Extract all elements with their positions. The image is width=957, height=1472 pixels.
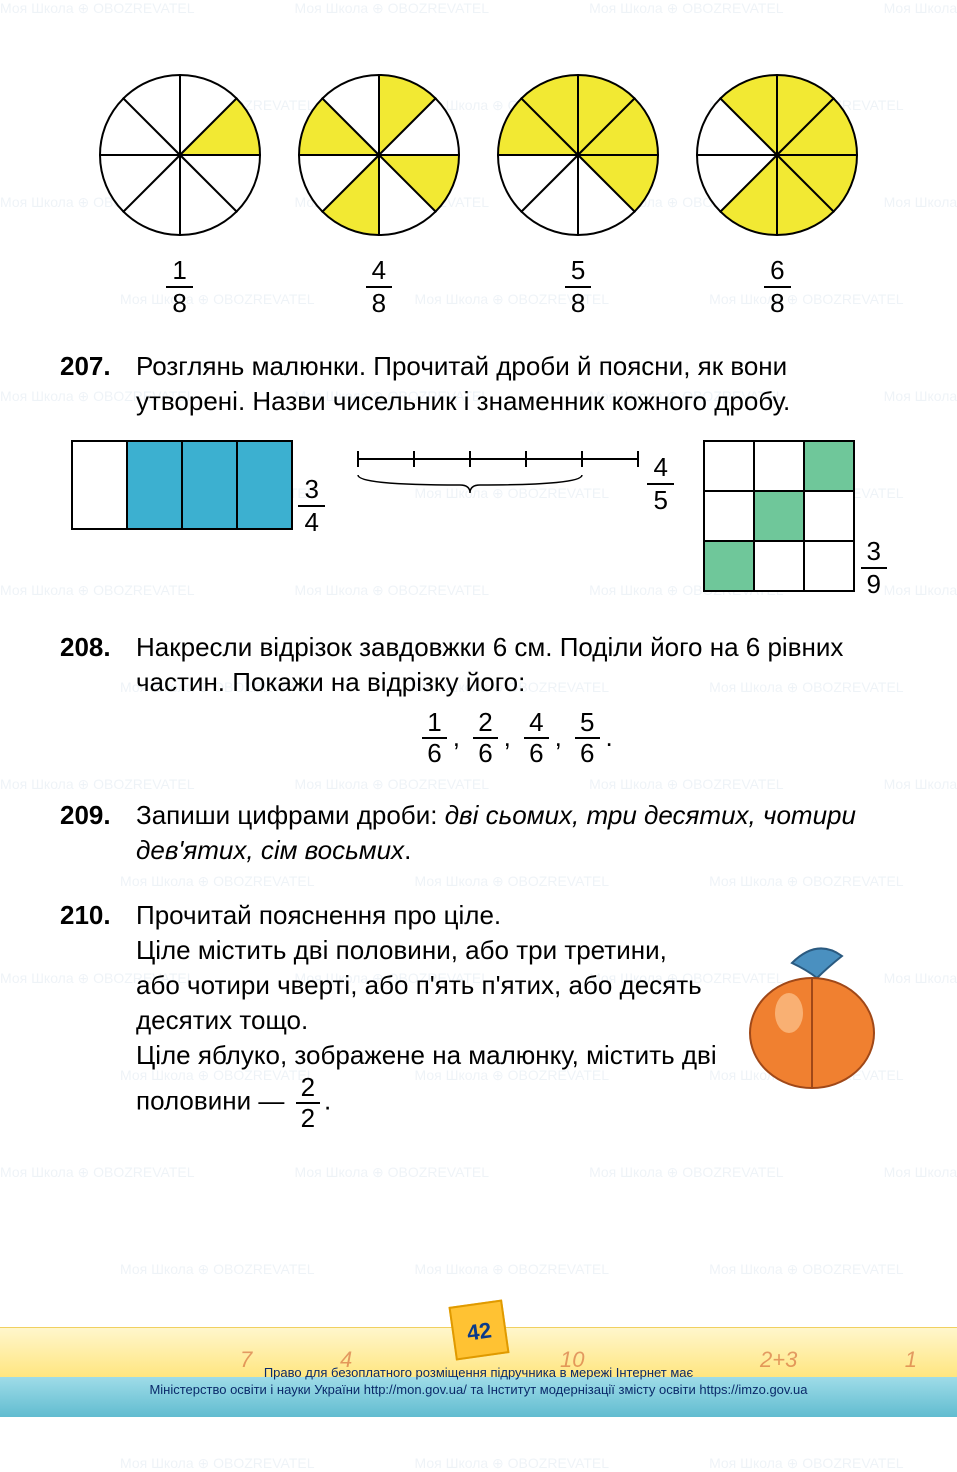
ex210-line2: Ціле містить дві половини, або три трети…: [136, 933, 717, 1038]
fraction-list: 16 , 26 , 46 , 56 .: [136, 708, 897, 767]
exercise-number: 208.: [60, 630, 136, 767]
segment-diagram: [353, 439, 643, 509]
fraction-label: 5 8: [565, 255, 591, 319]
exercise-body: Запиши цифрами дроби: дві сьомих, три де…: [136, 798, 897, 868]
ex207-bar-figure: 3 4: [70, 439, 325, 538]
exercise-207: 207. Розглянь малюнки. Прочитай дроби й …: [60, 349, 897, 419]
pie-chart: [95, 70, 265, 240]
fraction-label: 26: [473, 708, 497, 767]
footer-line2: Міністерство освіти і науки України http…: [0, 1382, 957, 1399]
pie-chart-item: 1 8: [80, 70, 279, 319]
pie-chart-item: 4 8: [279, 70, 478, 319]
ex207-grid-figure: 3 9: [702, 439, 887, 600]
pie-chart: [692, 70, 862, 240]
fraction-label: 4 8: [366, 255, 392, 319]
fraction-label: 3 9: [861, 536, 887, 600]
grid-diagram: [702, 439, 856, 593]
page-content: 1 8 4 8 5 8 6 8 207. Розглянь малюнки. П…: [0, 0, 957, 1132]
apple-illustration: [727, 928, 897, 1098]
footer-credit: Право для безоплатного розміщення підруч…: [0, 1365, 957, 1399]
fraction-label: 1 8: [166, 255, 192, 319]
ex210-line1: Прочитай пояснення про ціле.: [136, 898, 717, 933]
fraction-label: 3 4: [298, 474, 324, 538]
pie-charts-row: 1 8 4 8 5 8 6 8: [80, 70, 877, 319]
footer-line1: Право для безоплатного розміщення підруч…: [0, 1365, 957, 1382]
pie-chart-item: 5 8: [479, 70, 678, 319]
pie-chart: [294, 70, 464, 240]
exercise-body: Накресли відрізок завдовжки 6 см. Поділи…: [136, 630, 897, 767]
pie-chart-item: 6 8: [678, 70, 877, 319]
exercise-number: 209.: [60, 798, 136, 868]
exercise-209: 209. Запиши цифрами дроби: дві сьомих, т…: [60, 798, 897, 868]
page-number-badge: 42: [448, 1300, 509, 1361]
fraction-label: 56: [575, 708, 599, 767]
ex210-text-block: Прочитай пояснення про ціле. Ціле містит…: [136, 898, 717, 1133]
text-suffix: .: [404, 835, 411, 865]
exercise-210: 210. Прочитай пояснення про ціле. Ціле м…: [60, 898, 897, 1133]
exercise-body: Прочитай пояснення про ціле. Ціле містит…: [136, 898, 897, 1133]
exercise-text: Накресли відрізок завдовжки 6 см. Поділи…: [136, 632, 843, 697]
fraction-label: 46: [524, 708, 548, 767]
bar-diagram: [70, 439, 294, 531]
fraction-label: 4 5: [647, 452, 673, 516]
fraction-label: 6 8: [764, 255, 790, 319]
pie-chart: [493, 70, 663, 240]
text-prefix: Запиши цифрами дроби:: [136, 800, 445, 830]
ex207-figures-row: 3 4 4 5 3 9: [70, 439, 887, 600]
ex207-segment-figure: 4 5: [353, 439, 674, 516]
exercise-number: 207.: [60, 349, 136, 419]
exercise-208: 208. Накресли відрізок завдовжки 6 см. П…: [60, 630, 897, 767]
fraction-label: 16: [422, 708, 446, 767]
exercise-number: 210.: [60, 898, 136, 1133]
fraction-label: 2 2: [296, 1073, 320, 1132]
ex210-line3: Ціле яблуко, зображене на малюнку, місти…: [136, 1038, 717, 1132]
apple-svg: [727, 928, 897, 1098]
exercise-text: Розглянь малюнки. Прочитай дроби й поясн…: [136, 349, 897, 419]
